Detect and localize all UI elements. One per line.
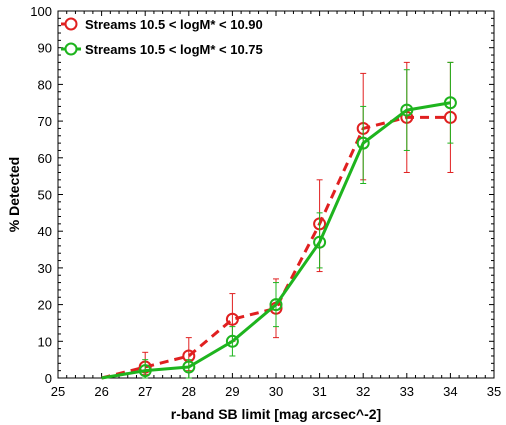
series-2 [101,61,457,380]
y-axis-label: % Detected [6,157,22,232]
y-tick-label: 0 [45,371,52,386]
x-tick-label: 35 [487,384,501,399]
y-tick-label: 50 [38,188,52,203]
data-point [225,334,239,348]
legend-marker [64,42,78,56]
y-tick-label: 20 [38,298,52,313]
x-tick-label: 31 [312,384,326,399]
y-tick-label: 90 [38,41,52,56]
data-point [356,136,370,150]
x-tick-label: 29 [225,384,239,399]
data-point [138,364,152,378]
y-tick-label: 70 [38,114,52,129]
legend-marker [64,17,78,31]
x-tick-label: 27 [138,384,152,399]
series-layer [101,61,457,380]
legend: Streams 10.5 < logM* < 10.90 Streams 10.5… [61,17,263,57]
y-tick-label: 30 [38,261,52,276]
x-tick-label: 25 [51,384,65,399]
y-tick-label: 80 [38,77,52,92]
x-tick-label: 32 [356,384,370,399]
x-tick-label: 33 [400,384,414,399]
x-tick-label: 26 [94,384,108,399]
data-point [313,235,327,249]
y-tick-label: 10 [38,334,52,349]
x-axis-label: r-band SB limit [mag arcsec^-2] [171,406,381,422]
x-tick-label: 34 [443,384,457,399]
data-point [182,360,196,374]
legend-label: Streams 10.5 < logM* < 10.90 [85,17,263,32]
x-tick-label: 28 [182,384,196,399]
y-axis: 0 10 20 30 40 50 60 70 80 90 100 [30,4,494,386]
y-tick-label: 60 [38,151,52,166]
x-axis: 25 26 27 28 29 30 31 32 33 34 35 [51,11,501,399]
data-point [225,312,239,326]
y-tick-label: 100 [30,4,52,19]
legend-label: Streams 10.5 < logM* < 10.75 [85,42,263,57]
y-tick-label: 40 [38,224,52,239]
data-point [269,298,283,312]
x-tick-label: 30 [269,384,283,399]
data-point [400,103,414,117]
data-point [443,96,457,110]
series-line [101,101,451,380]
